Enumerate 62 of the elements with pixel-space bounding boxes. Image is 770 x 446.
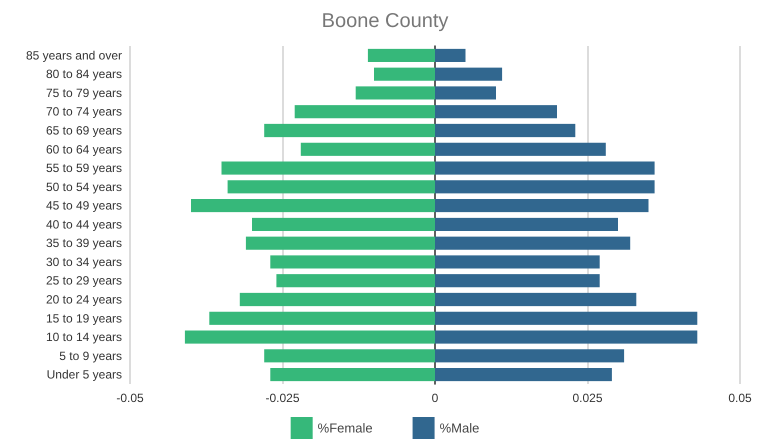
- y-tick-label: 10 to 14 years: [46, 330, 122, 344]
- bar: [435, 274, 600, 288]
- bar: [276, 274, 435, 288]
- y-tick-label: 85 years and over: [26, 48, 122, 62]
- bar: [435, 312, 698, 325]
- bar: [435, 142, 606, 156]
- y-tick-label: 5 to 9 years: [59, 348, 122, 363]
- bar: [435, 255, 600, 269]
- bar: [435, 86, 496, 100]
- bar: [435, 68, 502, 81]
- bar: [435, 236, 630, 250]
- y-tick-label: 65 to 69 years: [46, 124, 122, 138]
- y-tick-label: 45 to 49 years: [46, 198, 122, 213]
- bar: [209, 312, 435, 325]
- bar: [435, 368, 612, 382]
- y-tick-label: 20 to 24 years: [46, 292, 122, 306]
- y-tick-label: 50 to 54 years: [46, 180, 122, 194]
- bar: [435, 161, 655, 175]
- bar: [435, 218, 618, 231]
- y-tick-label: Under 5 years: [46, 368, 122, 382]
- bar: [228, 180, 435, 194]
- y-tick-label: 35 to 39 years: [46, 236, 122, 250]
- y-tick-label: 15 to 19 years: [46, 311, 122, 326]
- bar: [435, 330, 698, 344]
- bar: [368, 48, 435, 62]
- bar: [270, 368, 435, 382]
- bar: [191, 199, 435, 212]
- bar: [184, 330, 435, 344]
- bar: [435, 105, 557, 118]
- bar: [300, 142, 435, 156]
- bar: [222, 161, 435, 175]
- bar: [435, 292, 636, 306]
- y-tick-label: 75 to 79 years: [46, 86, 122, 100]
- x-tick-label: 0: [432, 391, 439, 405]
- bar: [356, 86, 435, 100]
- y-tick-label: 55 to 59 years: [46, 161, 122, 176]
- bar: [240, 292, 435, 306]
- y-tick-label: 40 to 44 years: [46, 217, 122, 232]
- legend-label: %Female: [318, 420, 373, 436]
- y-tick-label: 60 to 64 years: [46, 142, 122, 156]
- bar: [435, 180, 655, 194]
- y-tick-label: 25 to 29 years: [46, 274, 122, 288]
- bar: [435, 48, 466, 62]
- bar: [294, 105, 435, 118]
- y-tick-label: 70 to 74 years: [46, 104, 122, 119]
- x-tick-label: 0.025: [572, 391, 603, 405]
- bar: [435, 124, 576, 138]
- x-tick-label: -0.05: [116, 391, 144, 405]
- y-tick-label: 30 to 34 years: [46, 254, 122, 269]
- bar: [270, 255, 435, 269]
- bar: [264, 349, 435, 362]
- chart-title: Boone County: [322, 10, 448, 32]
- bar: [252, 218, 435, 231]
- bar: [435, 349, 624, 362]
- legend-label: %Male: [440, 420, 480, 436]
- y-tick-label: 80 to 84 years: [46, 67, 122, 82]
- bar: [246, 236, 435, 250]
- bar: [374, 68, 435, 81]
- bar: [435, 199, 648, 212]
- x-tick-label: -0.025: [265, 391, 300, 405]
- x-tick-label: 0.05: [728, 391, 752, 405]
- bar: [264, 124, 435, 138]
